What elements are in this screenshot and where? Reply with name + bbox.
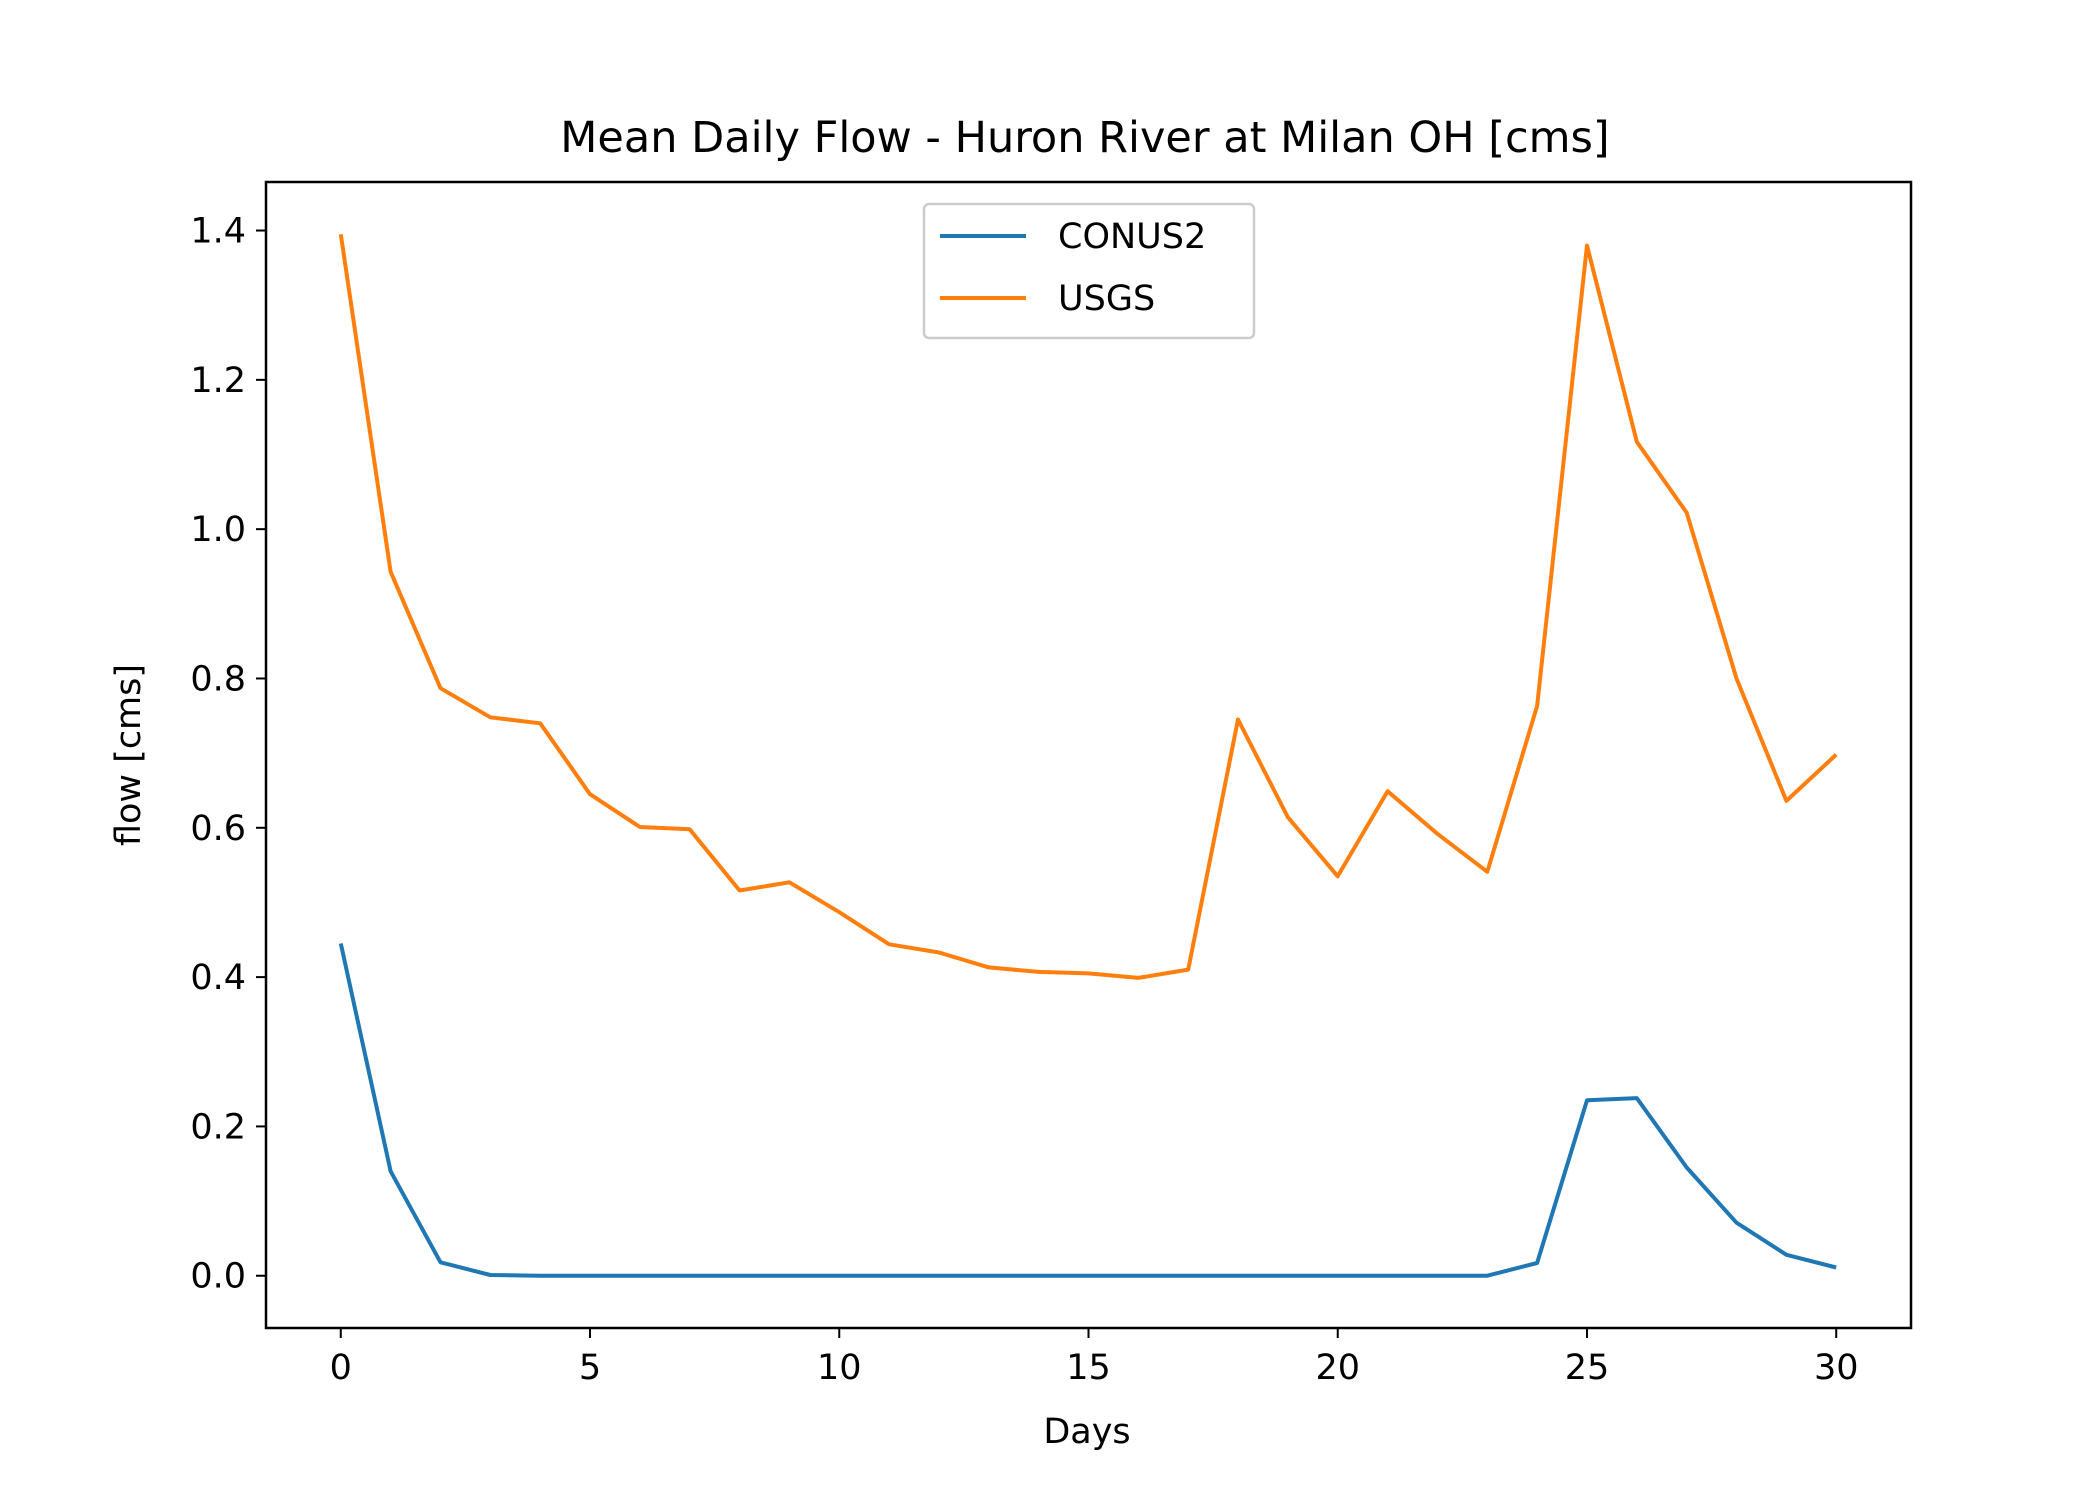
y-tick-label: 1.4 — [190, 212, 246, 252]
y-axis: 0.0 0.2 0.4 0.6 0.8 1.0 1.2 1.4 — [190, 212, 266, 1297]
x-axis-label: Days — [1043, 1412, 1130, 1452]
y-tick-label: 0.2 — [190, 1107, 246, 1147]
legend: CONUS2 USGS — [922, 202, 1256, 340]
x-tick-label: 30 — [1814, 1348, 1859, 1388]
series-line-usgs — [338, 234, 1838, 980]
y-tick-label: 0.4 — [190, 958, 246, 998]
y-tick-label: 0.6 — [190, 809, 246, 849]
legend-label-conus2: CONUS2 — [1058, 217, 1206, 257]
legend-label-usgs: USGS — [1058, 279, 1155, 319]
x-tick-label: 5 — [579, 1348, 601, 1388]
x-tick-label: 0 — [330, 1348, 352, 1388]
x-tick-label: 20 — [1315, 1348, 1360, 1388]
y-tick-label: 1.0 — [190, 510, 246, 550]
series-layer — [338, 234, 1838, 1278]
series-line-conus2 — [338, 943, 1837, 1278]
y-axis-label: flow [cms] — [109, 664, 149, 846]
y-tick-label: 0.8 — [190, 659, 246, 699]
chart-title: Mean Daily Flow - Huron River at Milan O… — [560, 113, 1609, 163]
y-tick-label: 1.2 — [190, 361, 246, 401]
x-tick-label: 25 — [1565, 1348, 1610, 1388]
x-tick-label: 10 — [817, 1348, 862, 1388]
y-tick-label: 0.0 — [190, 1257, 246, 1297]
x-axis: 0 5 10 15 20 25 30 — [330, 1328, 1859, 1388]
x-tick-label: 15 — [1066, 1348, 1111, 1388]
